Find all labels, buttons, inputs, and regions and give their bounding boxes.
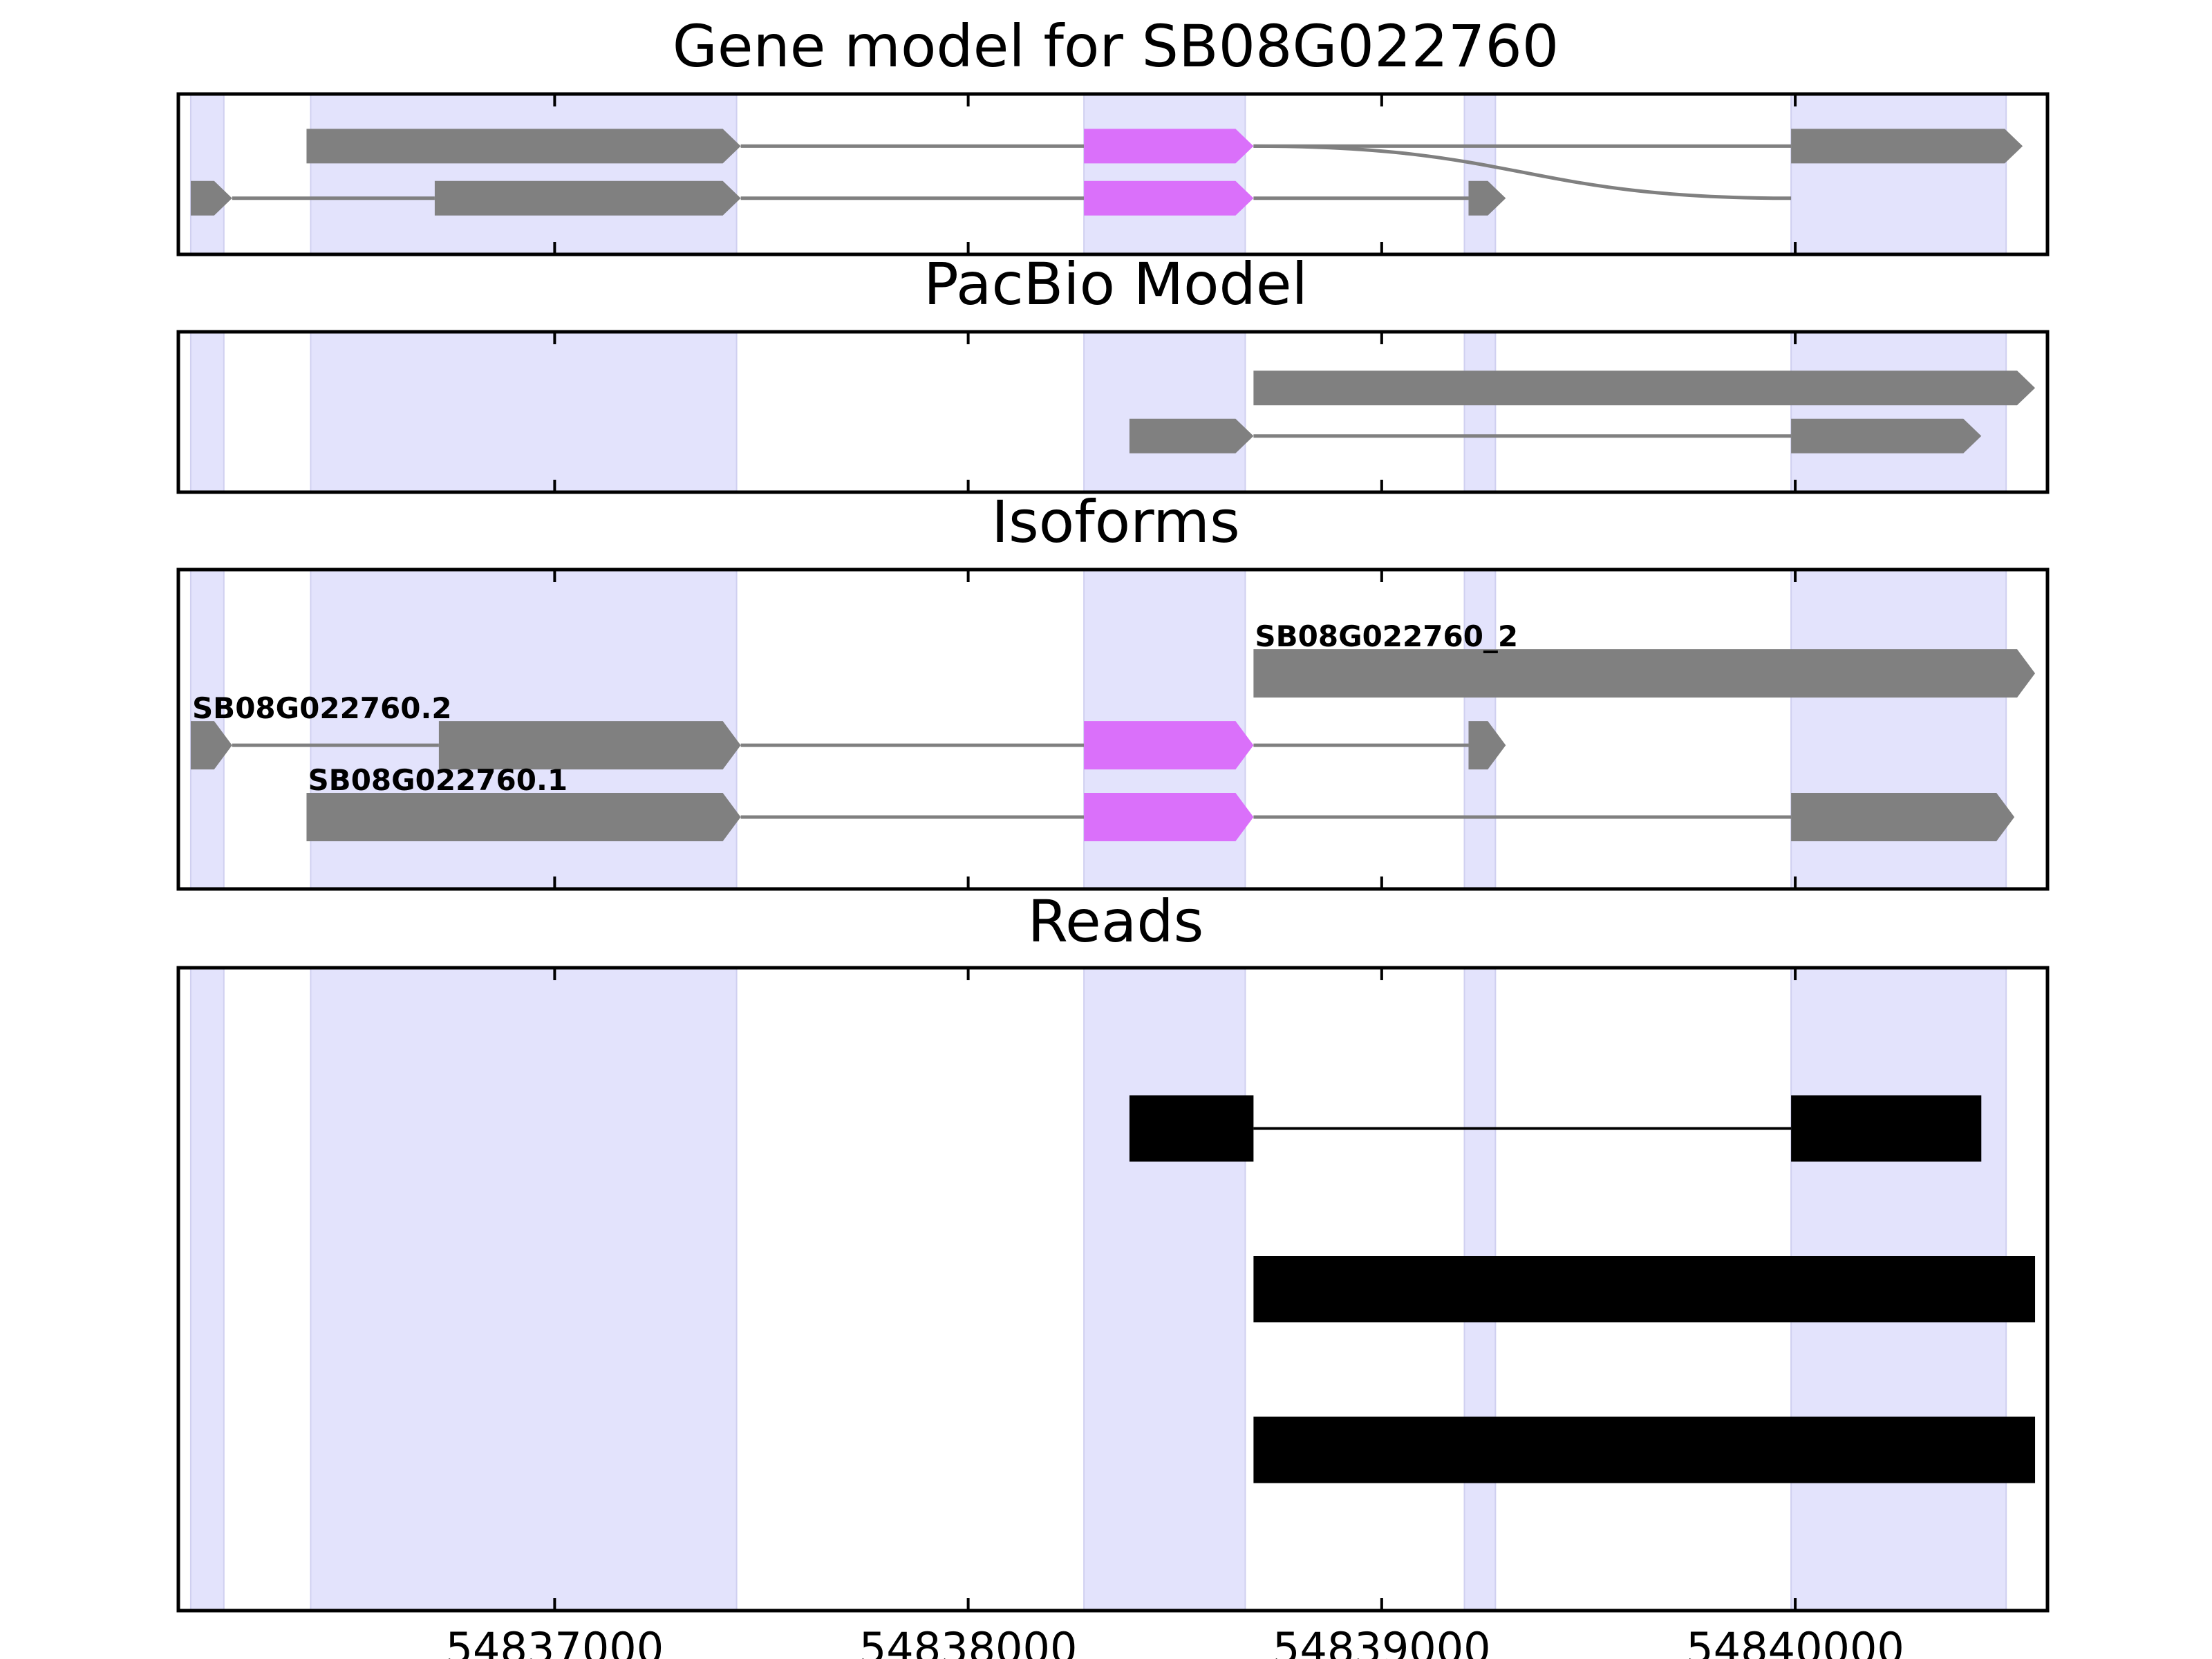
exon-band	[1083, 93, 1246, 255]
exon-band	[310, 331, 738, 493]
exon-band	[1790, 331, 2007, 493]
exon-band	[189, 967, 225, 1611]
highlight-exon-arrow	[1084, 129, 1254, 164]
x-tick-label: 54840000	[1686, 1623, 1904, 1659]
transcript-connector-curve	[1253, 144, 1792, 200]
panel-title-pacbio-model: PacBio Model	[924, 250, 1308, 318]
exon-arrow	[1791, 418, 1982, 453]
read-block	[1129, 1095, 1254, 1162]
highlight-exon-arrow	[1084, 793, 1254, 842]
x-tick-label: 54839000	[1273, 1623, 1491, 1659]
exon-band	[1463, 93, 1497, 255]
panel-frame-isoforms	[176, 568, 2050, 891]
exon-arrow	[190, 180, 232, 216]
panel-title-isoforms: Isoforms	[991, 488, 1240, 556]
exon-band	[310, 93, 738, 255]
panel-gene-model: Gene model for SB08G022760	[176, 12, 2050, 256]
isoform-label: SB08G022760_2	[1255, 619, 1518, 653]
exon-arrow	[1468, 180, 1506, 216]
exon-band	[1083, 331, 1246, 493]
exon-band	[189, 93, 225, 255]
exon-arrow	[1791, 793, 2015, 842]
isoform-label: SB08G022760.1	[308, 763, 568, 797]
panel-isoforms: Isoforms SB08G022760_2 SB08G022760.2 SB08G…	[176, 488, 2050, 891]
panel-frame-reads	[176, 966, 2050, 1613]
highlight-exon-arrow	[1084, 180, 1254, 216]
exon-band	[1083, 967, 1246, 1611]
exon-arrow	[306, 793, 741, 842]
exon-arrow	[306, 129, 741, 164]
exon-arrow	[1253, 371, 2036, 406]
panel-frame-pacbio-model	[176, 330, 2050, 494]
exon-arrow	[1791, 129, 2023, 164]
x-tick-label: 54838000	[859, 1623, 1078, 1659]
exon-arrow	[190, 721, 232, 770]
exon-arrow	[1253, 649, 2036, 698]
panel-title-gene-model: Gene model for SB08G022760	[673, 12, 1559, 80]
panel-title-reads: Reads	[1028, 888, 1204, 955]
highlight-exon-arrow	[1084, 721, 1254, 770]
exon-band	[1463, 331, 1497, 493]
panel-reads: Reads 54837000 54838000 54839000 54840000	[176, 888, 2050, 1659]
panel-frame-gene-model	[176, 92, 2050, 256]
panel-pacbio-model: PacBio Model	[176, 250, 2050, 494]
exon-band	[310, 967, 738, 1611]
exon-band	[1790, 93, 2007, 255]
exon-arrow	[1129, 418, 1254, 453]
read-block	[1253, 1416, 2036, 1483]
read-block	[1253, 1256, 2036, 1322]
isoform-label: SB08G022760.2	[192, 691, 452, 725]
exon-arrow	[1468, 721, 1506, 770]
exon-arrow	[438, 721, 741, 770]
read-block	[1791, 1095, 1982, 1162]
exon-arrow	[434, 180, 741, 216]
x-tick-label: 54837000	[446, 1623, 664, 1659]
exon-band	[189, 331, 225, 493]
